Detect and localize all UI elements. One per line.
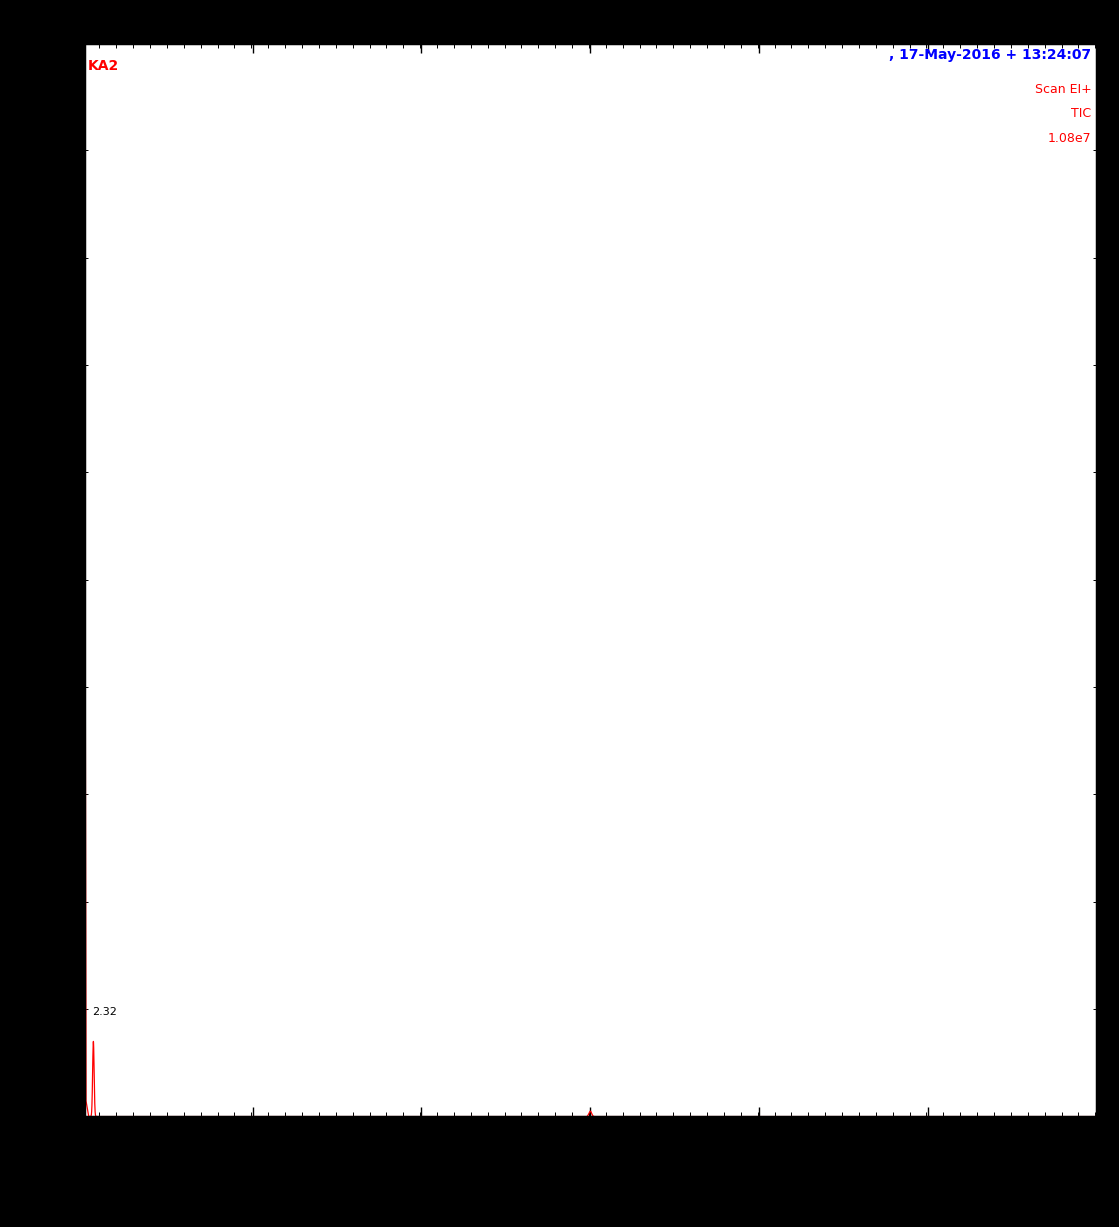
Text: 0: 0: [72, 1103, 79, 1117]
Text: 2.32: 2.32: [92, 1006, 116, 1017]
Text: Time: Time: [1065, 1140, 1097, 1153]
Text: Scan EI+: Scan EI+: [1035, 82, 1091, 96]
Text: TIC: TIC: [1071, 108, 1091, 120]
Text: 1.08e7: 1.08e7: [1047, 133, 1091, 145]
Text: , 17-May-2016 + 13:24:07: , 17-May-2016 + 13:24:07: [890, 48, 1091, 63]
Text: %: %: [45, 573, 58, 587]
Text: Fig. 6. Gas chromatogram of sample 3.: Fig. 6. Gas chromatogram of sample 3.: [394, 1173, 725, 1188]
Text: 100: 100: [56, 43, 79, 56]
Text: KA2: KA2: [88, 59, 120, 74]
